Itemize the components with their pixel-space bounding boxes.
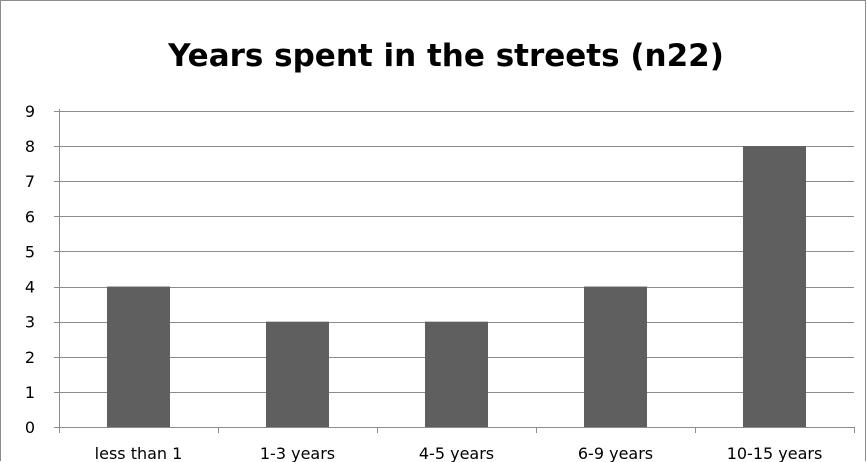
bar [266, 321, 329, 427]
x-tick-label: 1-3 years [260, 444, 335, 462]
x-tick-label: 6-9 years [578, 444, 653, 462]
y-tick-label: 6 [25, 207, 35, 226]
bars [107, 146, 806, 427]
axes [54, 109, 855, 433]
gridlines [59, 111, 854, 393]
bar [425, 321, 488, 427]
x-tick-labels: less than 1 1-3 years 4-5 years 6-9 years 10… [95, 444, 823, 462]
y-tick-label: 5 [25, 242, 35, 261]
y-tick-label: 3 [25, 313, 35, 332]
y-tick-label: 1 [25, 383, 35, 402]
x-tick-label: 10-15 years [727, 444, 823, 462]
y-tick-label: 7 [25, 172, 35, 191]
y-tick-label: 8 [25, 137, 35, 156]
y-tick-label: 0 [25, 418, 35, 437]
x-tick-label: less than 1 [95, 444, 183, 462]
chart-title: Years spent in the streets (n22) [167, 38, 724, 74]
x-tick-label: 4-5 years [419, 444, 494, 462]
y-tick-labels: 0 1 2 3 4 5 6 7 8 9 [25, 102, 35, 437]
bar [107, 286, 170, 427]
y-tick-label: 4 [25, 278, 35, 297]
bar [743, 146, 806, 427]
y-tick-label: 9 [25, 102, 35, 121]
y-tick-label: 2 [25, 348, 35, 367]
bar [584, 286, 647, 427]
